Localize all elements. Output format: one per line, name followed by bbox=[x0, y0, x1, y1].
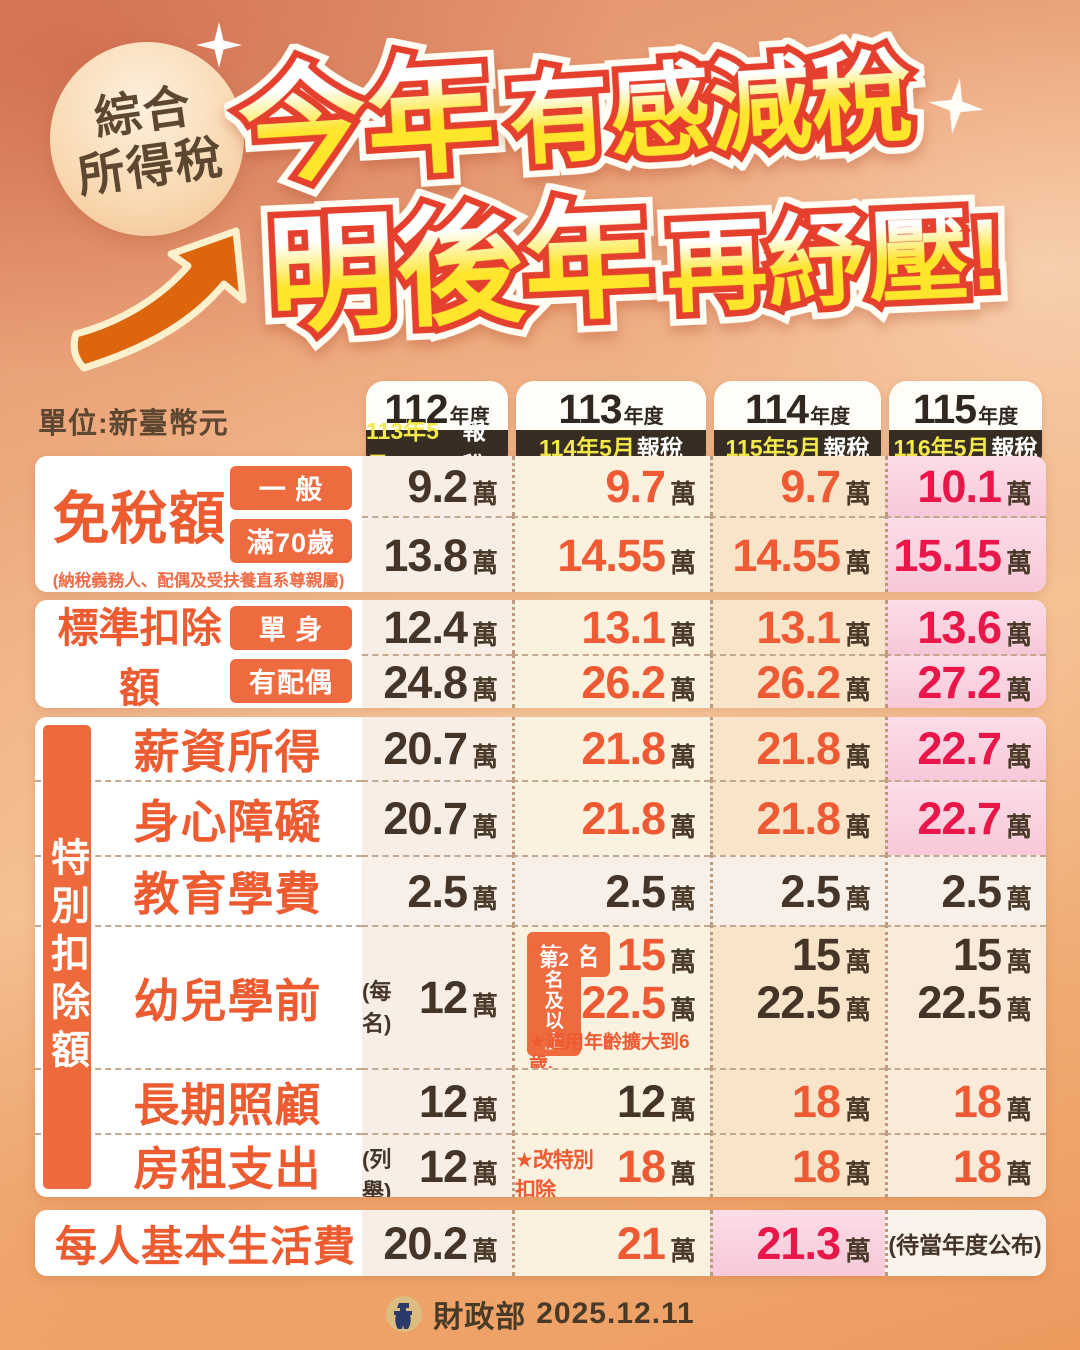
badge-single: 單 身 bbox=[230, 605, 352, 650]
title-line2-rest: 再紓壓! bbox=[664, 194, 1006, 332]
badge-senior: 滿70歲 bbox=[230, 518, 352, 563]
badge-general: 一 般 bbox=[230, 465, 352, 510]
basic-y114: 21.3 萬 bbox=[710, 1210, 885, 1276]
footer-org: 財政部 bbox=[433, 1301, 527, 1334]
longterm-y114: 18 萬 bbox=[710, 1068, 885, 1133]
sparkle-icon bbox=[196, 22, 242, 68]
standard-married-y112: 24.8 萬 bbox=[362, 654, 512, 708]
standard-label: 標準扣除額 bbox=[57, 605, 222, 708]
footer: 財政部 2025.12.11 bbox=[0, 1292, 1080, 1336]
longterm-y112: 12 萬 bbox=[362, 1068, 512, 1133]
salary-y114: 21.8 萬 bbox=[710, 717, 885, 780]
badge-married: 有配偶 bbox=[230, 658, 352, 703]
basic-y113: 21 萬 bbox=[512, 1210, 710, 1276]
title-line-2: 明後年 明後年 明後年 再紓壓! 再紓壓! 再紓壓! bbox=[252, 165, 1071, 362]
longterm-label: 長期照顧 bbox=[35, 1068, 362, 1133]
exemption-senior-y114: 14.55 萬 bbox=[710, 516, 885, 592]
exemption-general-y113: 9.7 萬 bbox=[512, 456, 710, 516]
exemption-label-area: 免稅額 一 般 滿70歲 bbox=[35, 456, 362, 572]
preschool-y114: 15 萬 22.5 萬 bbox=[710, 925, 885, 1068]
basic-y115-pending: (待當年度公布) bbox=[885, 1210, 1046, 1276]
rent-label: 房租支出 bbox=[35, 1133, 362, 1197]
year-header-113: 113 年度 114年5月 報稅 bbox=[516, 381, 706, 461]
badge-second-child: 第2名 及以上 bbox=[527, 947, 582, 1057]
basic-y112: 20.2 萬 bbox=[362, 1210, 512, 1276]
salary-y112: 20.7 萬 bbox=[362, 717, 512, 780]
rent-y115: 18 萬 bbox=[885, 1133, 1046, 1197]
preschool-y112: (每名) 12 萬 bbox=[362, 925, 512, 1068]
sparkle-icon bbox=[928, 78, 984, 134]
arrow-up-icon bbox=[66, 226, 266, 374]
education-y112: 2.5 萬 bbox=[362, 855, 512, 925]
unit-note: 單位:新臺幣元 bbox=[38, 408, 229, 440]
education-y115: 2.5 萬 bbox=[885, 855, 1046, 925]
rent-y113: ★改特別扣除 18 萬 bbox=[512, 1133, 710, 1197]
standard-single-y115: 13.6 萬 bbox=[885, 600, 1046, 654]
exemption-general-y115: 10.1 萬 bbox=[885, 456, 1046, 516]
standard-married-y113: 26.2 萬 bbox=[512, 654, 710, 708]
title-line1-big: 今年 bbox=[234, 36, 499, 207]
disability-y113: 21.8 萬 bbox=[512, 780, 710, 855]
special-deduction-bar: 特別扣除額 bbox=[43, 725, 91, 1189]
salary-y115: 22.7 萬 bbox=[885, 717, 1046, 780]
salary-label: 薪資所得 bbox=[133, 725, 322, 778]
basic-label: 每人基本生活費 bbox=[54, 1222, 356, 1270]
education-y114: 2.5 萬 bbox=[710, 855, 885, 925]
poster-title: 今年 今年 今年 有感減稅 有感減稅 有感減稅 明後年 明後年 明後年 再紓壓!… bbox=[221, 26, 1068, 361]
standard-married-y114: 26.2 萬 bbox=[710, 654, 885, 708]
education-label: 教育學費 bbox=[35, 855, 362, 925]
year-header-115: 115 年度 116年5月 報稅 bbox=[889, 381, 1042, 461]
standard-single-y113: 13.1 萬 bbox=[512, 600, 710, 654]
standard-single-y112: 12.4 萬 bbox=[362, 600, 512, 654]
disability-y112: 20.7 萬 bbox=[362, 780, 512, 855]
rent-y114: 18 萬 bbox=[710, 1133, 885, 1197]
disability-y115: 22.7 萬 bbox=[885, 780, 1046, 855]
exemption-general-y112: 9.2 萬 bbox=[362, 456, 512, 516]
education-y113: 2.5 萬 bbox=[512, 855, 710, 925]
longterm-y115: 18 萬 bbox=[885, 1068, 1046, 1133]
section-standard-deduction: 標準扣除額 單 身 有配偶 12.4 萬 13.1 萬 13.1 萬 13.6 萬 24… bbox=[35, 600, 1046, 708]
title-line1-rest: 有感減稅 bbox=[505, 36, 916, 184]
footer-date: 2025.12.11 bbox=[536, 1297, 695, 1330]
exemption-senior-y115: 15.15 萬 bbox=[885, 516, 1046, 592]
exemption-senior-y113: 14.55 萬 bbox=[512, 516, 710, 592]
standard-married-y115: 27.2 萬 bbox=[885, 654, 1046, 708]
section-exemption: 免稅額 一 般 滿70歲 (納稅義務人、配偶及受扶養直系尊親屬) 9.2 萬 9.… bbox=[35, 456, 1046, 592]
mof-logo-icon bbox=[386, 1296, 423, 1332]
standard-label-area: 標準扣除額 單 身 有配偶 bbox=[35, 600, 362, 708]
exemption-note: (納稅義務人、配偶及受扶養直系尊親屬) bbox=[52, 572, 345, 590]
section-special-deduction: 特別扣除額 薪資所得 20.7 萬 21.8 萬 21.8 萬 22.7 萬 身心障礙 … bbox=[35, 717, 1046, 1197]
longterm-y113: 12 萬 bbox=[512, 1068, 710, 1133]
title-line2-big: 明後年 bbox=[265, 183, 655, 356]
standard-single-y114: 13.1 萬 bbox=[710, 600, 885, 654]
disability-y114: 21.8 萬 bbox=[710, 780, 885, 855]
exemption-general-y114: 9.7 萬 bbox=[710, 456, 885, 516]
preschool-label: 幼兒學前 bbox=[35, 925, 362, 1068]
year-header-114: 114 年度 115年5月 報稅 bbox=[714, 381, 881, 461]
preschool-y115: 15 萬 22.5 萬 bbox=[885, 925, 1046, 1068]
exemption-senior-y112: 13.8 萬 bbox=[362, 516, 512, 592]
salary-y113: 21.8 萬 bbox=[512, 717, 710, 780]
exemption-label: 免稅額 bbox=[52, 487, 227, 551]
section-basic-living: 每人基本生活費 20.2 萬 21 萬 21.3 萬 (待當年度公布) bbox=[35, 1210, 1046, 1276]
rent-y112: (列舉) 12 萬 bbox=[362, 1133, 512, 1197]
disability-label: 身心障礙 bbox=[35, 780, 362, 855]
